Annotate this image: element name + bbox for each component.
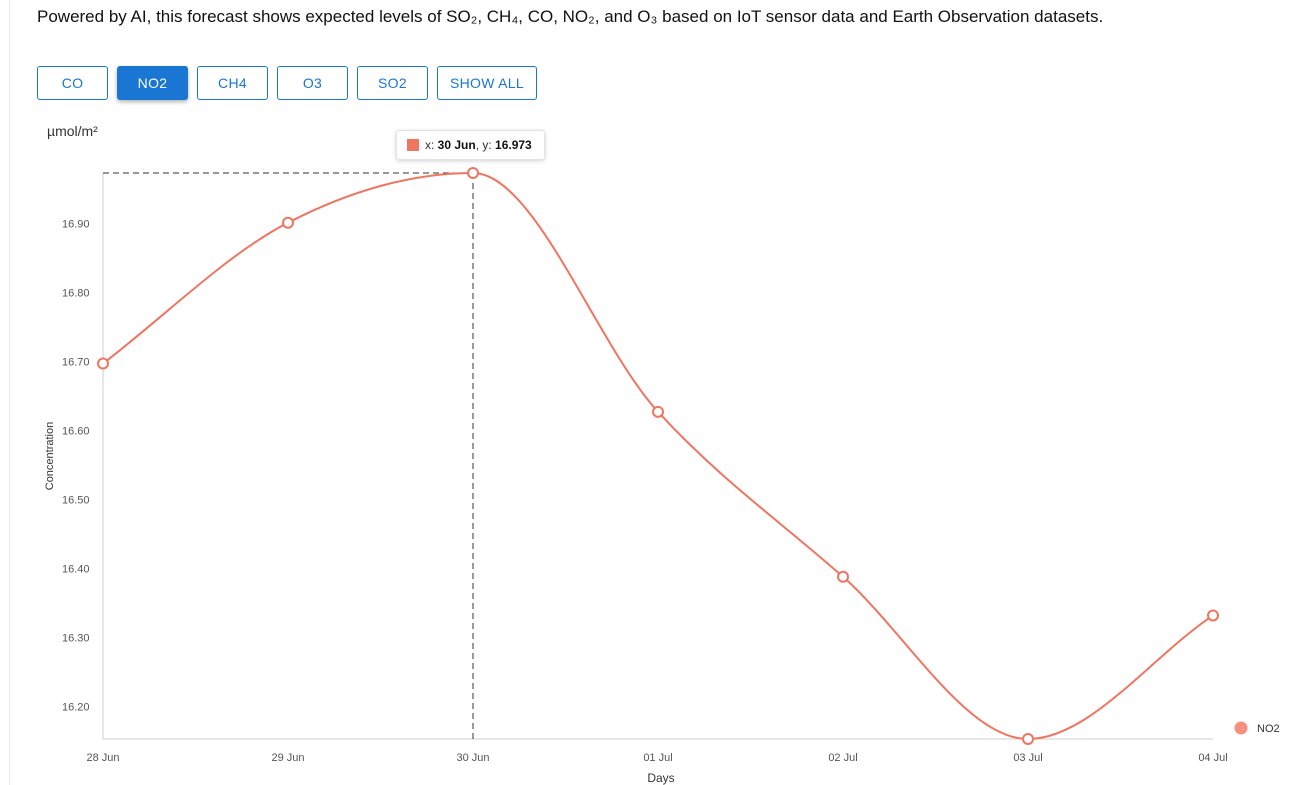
legend-label: NO2 [1257,723,1280,735]
pollutant-button-ch4[interactable]: CH4 [197,66,268,100]
data-point [837,570,849,583]
x-tick-label: 01 Jul [643,752,672,764]
x-axis-title: Days [647,771,674,785]
data-point [467,167,479,179]
tooltip-y-prefix: , y: [475,138,496,152]
tooltip-text: x: 30 Jun, y: 16.973 [425,138,532,152]
unit-label: µmol/m² [47,123,98,139]
page-left-border [9,0,10,785]
legend-swatch [1234,721,1248,735]
y-tick-label: 16.20 [62,702,90,714]
y-tick-label: 16.80 [62,287,90,299]
y-axis-title: Concentration [44,422,56,491]
pollutant-button-co[interactable]: CO [37,66,108,100]
y-tick-label: 16.90 [62,218,90,230]
forecast-description: Powered by AI, this forecast shows expec… [37,7,1104,26]
tooltip-y-value: 16.973 [495,138,532,152]
y-tick-label: 16.70 [62,356,90,368]
data-point [652,405,664,418]
pollutant-button-group: CO NO2 CH4 O3 SO2 SHOW ALL [37,66,537,100]
y-tick-label: 16.60 [62,425,90,437]
x-tick-label: 28 Jun [86,752,119,764]
no2-series-line [102,171,1214,741]
tooltip-x-prefix: x: [425,138,438,152]
data-tooltip: x: 30 Jun, y: 16.973 [396,130,545,160]
show-all-button[interactable]: SHOW ALL [437,66,537,100]
pollutant-button-o3[interactable]: O3 [277,66,348,100]
data-point [97,357,109,370]
data-point [282,216,294,229]
x-tick-label: 04 Jul [1198,752,1227,764]
pollutant-button-so2[interactable]: SO2 [357,66,428,100]
x-tick-label: 02 Jul [828,752,857,764]
y-tick-label: 16.40 [62,564,90,576]
y-tick-label: 16.50 [62,494,90,506]
x-tick-label: 29 Jun [271,752,304,764]
data-point [1207,609,1219,622]
y-tick-label: 16.30 [62,633,90,645]
x-tick-label: 03 Jul [1013,752,1042,764]
pollutant-button-no2[interactable]: NO2 [117,66,188,100]
data-point [1022,733,1034,745]
x-tick-label: 30 Jun [456,752,489,764]
tooltip-x-value: 30 Jun [437,138,476,152]
tooltip-series-swatch [407,139,419,151]
